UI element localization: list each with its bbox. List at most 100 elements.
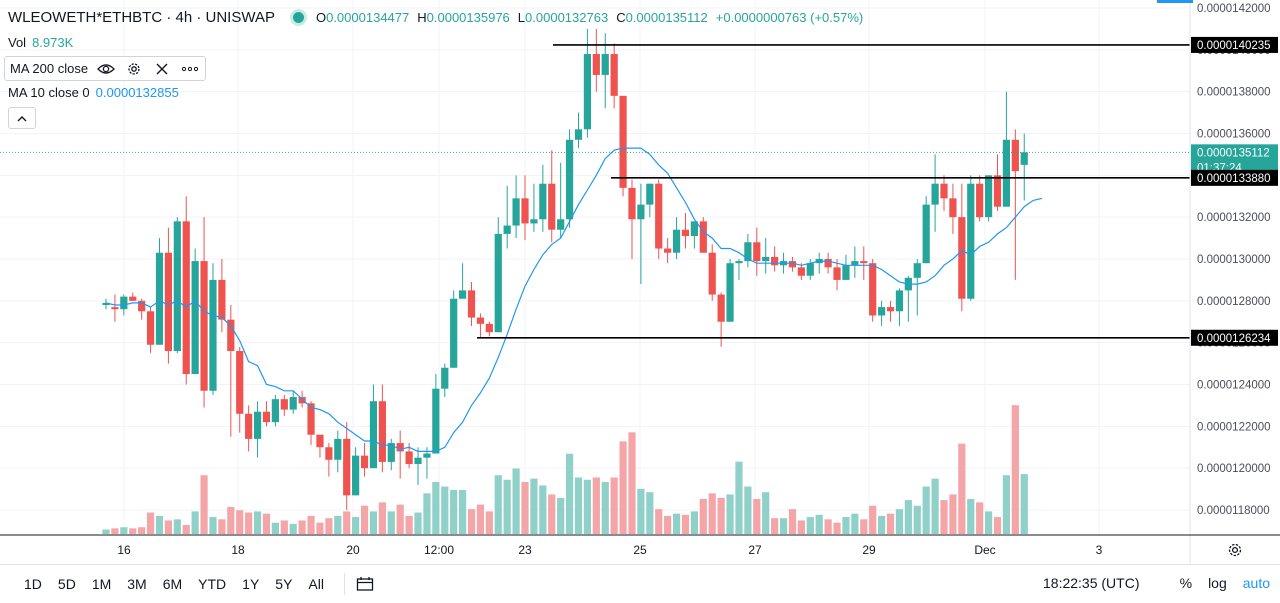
candle-body <box>316 434 324 448</box>
volume-bar <box>904 500 912 534</box>
volume-bar <box>771 518 779 534</box>
candle-body <box>788 261 797 268</box>
candle-body <box>209 279 217 391</box>
close-label: C <box>616 10 626 25</box>
timeframe-1y[interactable]: 1Y <box>242 576 260 592</box>
utc-clock[interactable]: 18:22:35 (UTC) <box>1043 575 1140 591</box>
volume-bar <box>895 509 904 534</box>
settings-icon[interactable] <box>1226 541 1244 559</box>
chevron-up-icon <box>17 115 27 121</box>
status-dot <box>292 12 304 23</box>
candle-body <box>922 204 930 264</box>
volume-bar <box>485 511 493 534</box>
volume-bar <box>610 477 618 534</box>
y-tick-label: 0.0000142000 <box>1197 3 1271 15</box>
volume-bar <box>146 512 155 534</box>
volume-bar <box>762 492 770 534</box>
volume-bar <box>592 477 600 534</box>
candle-body <box>360 455 369 469</box>
volume-bar <box>164 520 173 534</box>
eye-icon[interactable] <box>96 60 116 78</box>
candle-body <box>655 183 663 249</box>
timeframe-ytd[interactable]: YTD <box>198 576 227 592</box>
timeframe-1d[interactable]: 1D <box>24 576 42 592</box>
timeframe-all[interactable]: All <box>308 576 324 592</box>
price-chart[interactable]: 0.00001420000.00001400000.00001380000.00… <box>0 0 1280 564</box>
line-b-tag: 0.0000133880 <box>1197 173 1271 185</box>
volume-bar <box>236 510 244 534</box>
low-label: L <box>517 10 526 25</box>
candle-body <box>450 298 458 368</box>
x-tick-label: 23 <box>518 543 532 557</box>
volume-bar <box>173 519 181 534</box>
candle-body <box>485 323 493 333</box>
auto-toggle[interactable]: auto <box>1242 575 1270 591</box>
volume-bar <box>289 523 297 534</box>
candle-body <box>378 401 386 462</box>
volume-bar <box>779 518 788 534</box>
gear-icon[interactable] <box>124 60 144 78</box>
volume-bar <box>387 511 395 534</box>
volume-bar <box>182 524 190 534</box>
volume-bar <box>993 517 1002 534</box>
volume-bar <box>681 514 690 534</box>
candle-body <box>574 129 583 140</box>
candle-body <box>967 183 975 299</box>
volume-bar <box>976 502 984 534</box>
calendar-icon[interactable] <box>355 575 375 593</box>
close-icon[interactable] <box>152 60 172 78</box>
volume-bar <box>842 517 850 534</box>
percent-toggle[interactable]: % <box>1179 575 1193 591</box>
volume-bar <box>343 511 351 534</box>
volume-bar <box>271 522 279 534</box>
candle-body <box>690 221 698 236</box>
candle-body <box>940 183 948 199</box>
candle-body <box>610 54 618 96</box>
candle-body <box>200 261 208 391</box>
candle-body <box>646 183 654 205</box>
line-c-tag: 0.0000126234 <box>1197 333 1271 345</box>
volume-bar <box>1020 474 1028 534</box>
volume-bar <box>1002 475 1011 534</box>
timeframe-5d[interactable]: 5D <box>57 576 76 592</box>
timeframe-6m[interactable]: 6M <box>162 576 183 592</box>
symbol-legend: WLEOWETH*ETHBTC · 4h · UNISWAP O 0.000013… <box>8 9 871 26</box>
volume-bar <box>369 511 378 534</box>
timeframe-5y[interactable]: 5Y <box>275 576 293 592</box>
volume-bar <box>155 515 164 534</box>
volume-bar <box>316 522 324 534</box>
volume-bar <box>138 527 146 534</box>
candle-body <box>334 438 342 460</box>
candle-body <box>931 183 939 205</box>
volume-bar <box>476 504 485 534</box>
candle-body <box>735 261 743 264</box>
candle-body <box>521 198 529 224</box>
volume-bar <box>735 461 743 534</box>
candle-body <box>1020 152 1028 165</box>
candle-body <box>343 438 351 496</box>
volume-bar <box>753 498 761 534</box>
volume-bar <box>940 500 948 534</box>
volume-bar <box>503 479 511 534</box>
candle-body <box>619 95 627 188</box>
collapse-legend-button[interactable] <box>8 107 36 129</box>
candle-body <box>886 307 895 312</box>
low-value: 0.0000132763 <box>525 10 609 25</box>
volume-bar <box>325 518 333 534</box>
timeframe-3m[interactable]: 3M <box>127 576 147 592</box>
log-toggle[interactable]: log <box>1208 575 1227 591</box>
candle-body <box>958 217 966 299</box>
more-icon[interactable] <box>180 60 200 78</box>
volume-bar <box>262 513 271 534</box>
ma10-legend[interactable]: MA 10 close 0 0.0000132855 <box>8 85 179 100</box>
ma200-legend[interactable]: MA 200 close <box>4 56 207 81</box>
candle-body <box>503 225 511 234</box>
volume-bar <box>628 432 636 534</box>
volume-legend[interactable]: Vol 8.973K <box>8 35 73 50</box>
y-tick-label: 0.0000136000 <box>1197 129 1271 141</box>
volume-bar <box>378 502 386 534</box>
volume-bar <box>565 453 574 534</box>
timeframe-1m[interactable]: 1M <box>91 576 112 592</box>
symbol-title[interactable]: WLEOWETH*ETHBTC · 4h · UNISWAP <box>8 9 275 26</box>
candle-body <box>895 290 904 312</box>
